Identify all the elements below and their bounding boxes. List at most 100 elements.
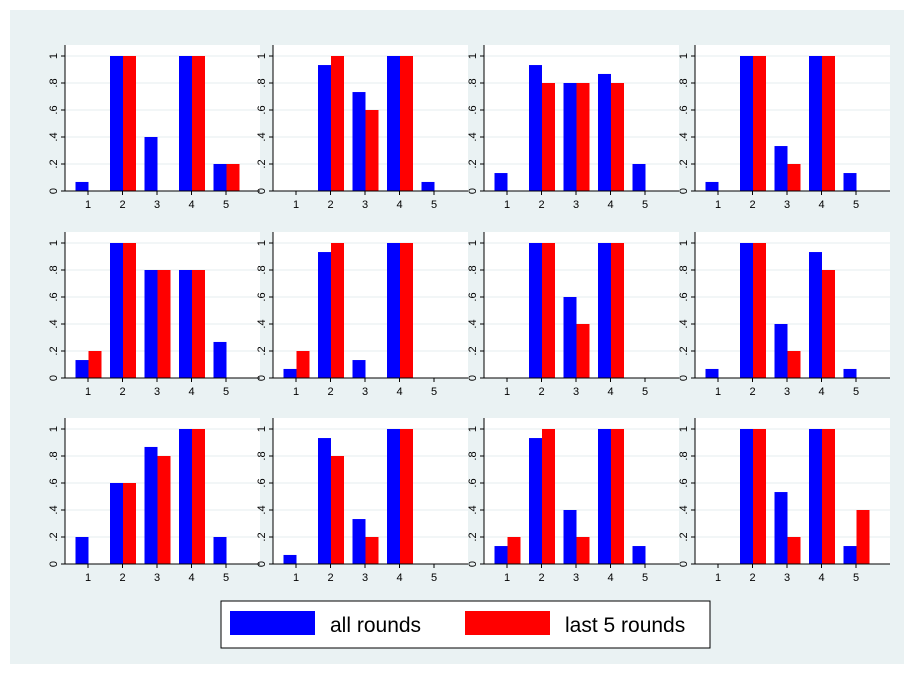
y-tick-label: .4 [467,505,479,514]
legend-swatch-all-rounds [230,611,315,635]
x-tick-label: 1 [293,386,299,398]
x-tick-label: 1 [504,572,510,584]
bar-all-rounds [283,554,297,564]
bar-all-rounds [144,137,158,191]
bar-all-rounds [352,519,366,564]
bar-last-5-rounds [226,164,240,191]
y-tick-label: .6 [467,105,479,114]
bar-last-5-rounds [822,270,835,378]
x-tick-label: 5 [853,199,859,211]
bar-last-5-rounds [123,483,136,564]
y-tick-label: .2 [256,346,268,355]
y-tick-label: 1 [48,53,60,59]
bar-all-rounds [387,56,400,191]
y-tick-label: .2 [467,346,479,355]
y-tick-label: .4 [48,505,60,514]
bar-last-5-rounds [123,243,136,378]
x-tick-label: 4 [607,199,613,211]
panel-6: 0 .2 .4 .6 .8 1 1 2 3 4 5 [256,232,468,398]
bar-last-5-rounds [822,56,835,191]
x-tick-label: 2 [119,386,125,398]
x-tick-label: 3 [573,199,579,211]
bar-last-5-rounds [542,83,555,191]
x-tick-label: 2 [749,572,755,584]
bar-last-5-rounds [507,537,521,564]
panel-10: 0 .2 .4 .6 .8 1 1 2 3 4 5 [256,418,468,584]
bar-last-5-rounds [331,56,344,191]
legend: all rounds last 5 rounds [220,600,711,649]
x-tick-label: 5 [642,386,648,398]
bar-last-5-rounds [822,429,835,564]
y-tick-label: 0 [48,188,60,194]
panel-7: 0 .2 .4 .6 .8 1 1 2 3 4 5 [467,232,679,398]
bar-last-5-rounds [400,429,413,564]
y-tick-label: 1 [48,240,60,246]
bar-all-rounds [179,56,192,191]
x-tick-label: 3 [362,386,368,398]
bar-last-5-rounds [365,110,379,191]
panel-2: 0 .2 .4 .6 .8 1 1 2 3 4 5 [256,45,468,211]
y-tick-label: .2 [467,532,479,541]
x-tick-label: 4 [188,572,194,584]
bar-last-5-rounds [192,429,205,564]
y-tick-label: .8 [48,265,60,274]
x-tick-label: 2 [327,199,333,211]
x-tick-label: 4 [607,386,613,398]
bar-all-rounds [529,65,542,191]
x-tick-label: 3 [154,572,160,584]
x-tick-label: 1 [85,199,91,211]
y-tick-label: .8 [467,451,479,460]
bar-all-rounds [110,483,123,564]
x-tick-label: 2 [538,386,544,398]
bar-all-rounds [529,438,542,564]
y-tick-label: .2 [48,532,60,541]
y-tick-label: 0 [467,188,479,194]
y-tick-label: .6 [467,478,479,487]
bar-all-rounds [563,297,577,378]
bar-all-rounds [809,252,822,378]
x-tick-label: 4 [818,386,824,398]
bar-last-5-rounds [576,324,590,378]
bar-all-rounds [110,243,123,378]
bar-all-rounds [843,173,857,191]
bar-all-rounds [632,546,646,564]
bar-all-rounds [598,243,611,378]
panel-12: 0 .2 .4 .6 .8 1 1 2 3 4 5 [678,418,890,584]
bar-last-5-rounds [611,429,624,564]
y-tick-label: 0 [467,375,479,381]
bar-all-rounds [213,537,227,564]
bar-all-rounds [213,164,227,191]
x-tick-label: 5 [853,386,859,398]
bar-all-rounds [75,360,89,378]
bar-all-rounds [632,164,646,191]
bar-all-rounds [740,429,753,564]
bar-last-5-rounds [753,243,766,378]
bar-all-rounds [843,368,857,378]
y-tick-label: .8 [256,451,268,460]
x-tick-label: 1 [85,572,91,584]
bar-all-rounds [563,510,577,564]
bar-all-rounds [179,429,192,564]
y-tick-label: .6 [678,105,690,114]
panel-4: 0 .2 .4 .6 .8 1 1 2 3 4 5 [678,45,890,211]
y-tick-label: .4 [256,132,268,141]
y-tick-label: .8 [48,451,60,460]
y-tick-label: 0 [678,188,690,194]
y-tick-label: 1 [256,240,268,246]
y-tick-label: 1 [678,53,690,59]
y-tick-label: .6 [48,478,60,487]
bar-all-rounds [740,243,753,378]
y-tick-label: 0 [48,561,60,567]
bar-all-rounds [598,429,611,564]
bar-last-5-rounds [856,510,870,564]
bar-all-rounds [843,546,857,564]
y-tick-label: 1 [467,426,479,432]
bar-all-rounds [421,181,435,191]
x-tick-label: 4 [818,572,824,584]
x-tick-label: 1 [85,386,91,398]
bar-last-5-rounds [787,351,801,378]
y-tick-label: .4 [256,319,268,328]
x-tick-label: 4 [188,199,194,211]
bar-last-5-rounds [157,456,171,564]
y-tick-label: .4 [678,319,690,328]
